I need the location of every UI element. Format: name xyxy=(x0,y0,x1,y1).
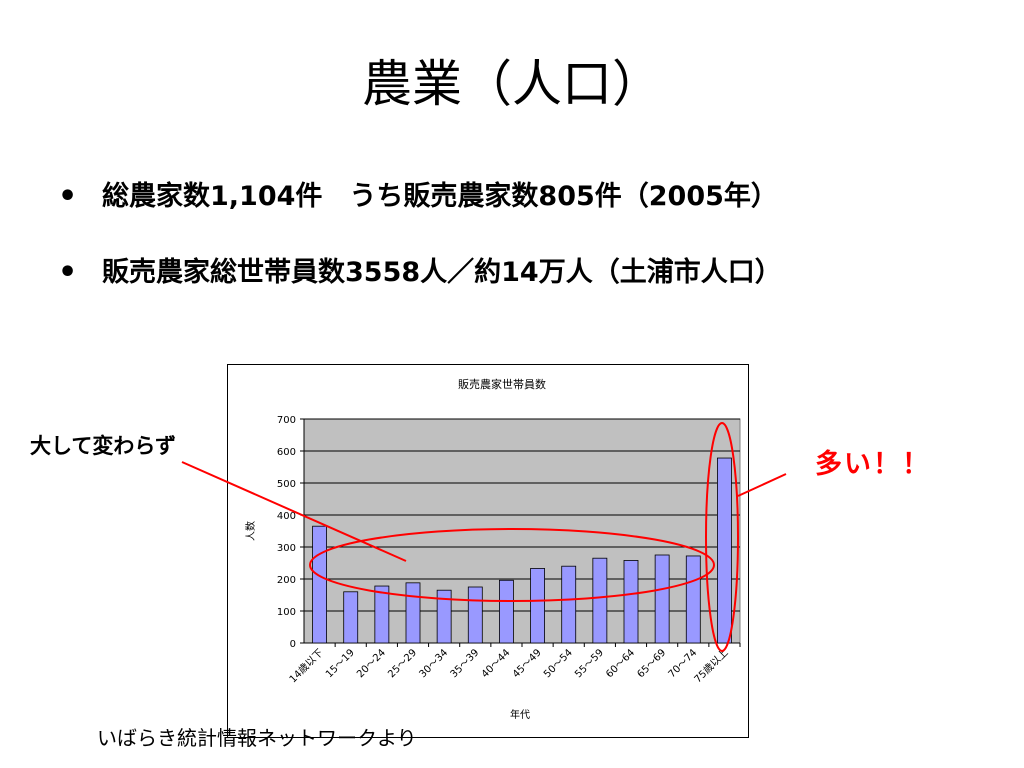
x-tick-label: 20～24 xyxy=(355,647,388,680)
slide-title: 農業（人口） xyxy=(362,55,662,113)
x-tick-label: 40～44 xyxy=(480,647,513,680)
bar-1 xyxy=(343,591,359,644)
bar-12 xyxy=(685,555,701,644)
x-tick-label: 65～69 xyxy=(635,647,668,680)
bar-10 xyxy=(623,560,639,644)
chart-title: 販売農家世帯員数 xyxy=(458,377,546,391)
bar-13 xyxy=(717,457,732,644)
x-tick-label: 30～34 xyxy=(417,647,450,680)
chart-frame: 販売農家世帯員数 0 100 200 300 400 500 600 700 14歳以下 15～19… xyxy=(227,364,749,738)
y-tick-label: 700 xyxy=(277,415,296,426)
y-tick-label: 0 xyxy=(290,639,296,650)
y-tick-label: 500 xyxy=(277,479,296,490)
x-tick-label: 45～49 xyxy=(511,647,544,680)
x-tick-label: 14歳以下 xyxy=(287,647,326,686)
annotation-many: 多い！！ xyxy=(815,449,931,480)
bar-2 xyxy=(374,585,390,644)
x-axis-label: 年代 xyxy=(510,708,530,721)
x-tick-label: 60～64 xyxy=(604,647,637,680)
bullet-text: 総農家数1,104件 うち販売農家数805件（2005年） xyxy=(102,181,778,212)
y-tick-label: 200 xyxy=(277,575,296,586)
y-tick-label: 400 xyxy=(277,511,296,522)
y-axis-label: 人数 xyxy=(244,521,257,541)
bar-8 xyxy=(561,565,577,644)
x-tick-label: 50～54 xyxy=(542,647,575,680)
bar-5 xyxy=(467,586,483,644)
bar-chart: 販売農家世帯員数 0 100 200 300 400 500 600 700 14歳以下15～19… xyxy=(244,377,741,721)
y-tick-label: 600 xyxy=(277,447,296,458)
bullet-dot-icon: • xyxy=(58,255,78,290)
y-tick-label: 300 xyxy=(277,543,296,554)
bullet-list: • 総農家数1,104件 うち販売農家数805件（2005年） • 販売農家総世… xyxy=(58,176,782,328)
annotation-little-change: 大して変わらず xyxy=(30,434,176,458)
y-tick-label: 100 xyxy=(277,607,296,618)
bar-11 xyxy=(654,554,670,644)
bullet-item-farm-households: • 総農家数1,104件 うち販売農家数805件（2005年） xyxy=(58,176,782,218)
x-tick-label: 55～59 xyxy=(573,647,606,680)
bullet-item-household-members: • 販売農家総世帯員数3558人／約14万人（土浦市人口） xyxy=(58,252,782,294)
x-tick-label: 75歳以上 xyxy=(692,647,731,686)
bullet-dot-icon: • xyxy=(58,179,78,214)
bar-3 xyxy=(405,582,421,644)
source-note: いばらき統計情報ネットワークより xyxy=(97,726,417,750)
bar-6 xyxy=(499,579,514,644)
plot-area xyxy=(303,418,741,644)
bar-9 xyxy=(592,557,608,644)
x-tick-label: 35～39 xyxy=(449,647,482,680)
bar-0 xyxy=(312,525,327,644)
bullet-text: 販売農家総世帯員数3558人／約14万人（土浦市人口） xyxy=(102,257,782,288)
x-tick-label: 25～29 xyxy=(386,647,419,680)
bar-4 xyxy=(436,589,452,644)
bar-7 xyxy=(530,568,545,644)
x-tick-label: 15～19 xyxy=(324,647,357,680)
